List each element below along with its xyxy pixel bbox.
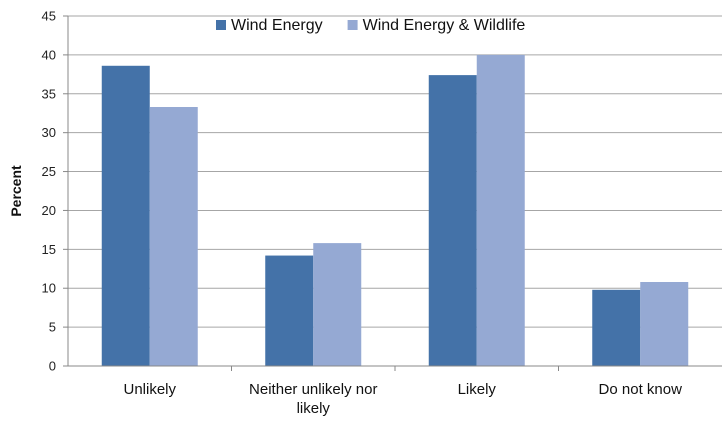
- y-tick-label: 0: [49, 359, 56, 374]
- x-category-label: likely: [297, 400, 331, 417]
- y-tick-label: 45: [42, 9, 56, 24]
- legend-label: Wind Energy & Wildlife: [363, 17, 526, 34]
- bar-wind-energy-0: [101, 65, 150, 367]
- y-tick-label: 30: [42, 125, 56, 140]
- y-tick-label: 10: [42, 281, 56, 296]
- legend-label: Wind Energy: [231, 17, 323, 34]
- y-tick-label: 25: [42, 164, 56, 179]
- bar-wind-energy-wildlife-1: [313, 243, 362, 366]
- y-tick-label: 35: [42, 86, 56, 101]
- bar-wind-energy-wildlife-2: [476, 54, 525, 367]
- legend-swatch: [216, 20, 226, 30]
- legend-swatch: [347, 20, 358, 30]
- x-category-label: Likely: [458, 381, 497, 398]
- y-tick-label: 5: [49, 320, 56, 335]
- x-category-label: Unlikely: [123, 381, 176, 398]
- axes: [67, 16, 722, 371]
- x-category-label: Do not know: [599, 381, 683, 398]
- bar-wind-energy-wildlife-3: [640, 282, 689, 366]
- y-tick-label: 15: [42, 242, 56, 257]
- y-axis-label: Percent: [8, 165, 24, 217]
- y-tick-label: 40: [42, 47, 56, 62]
- y-tick-label: 20: [42, 203, 56, 218]
- bars: [101, 54, 689, 367]
- bar-wind-energy-1: [265, 255, 314, 366]
- bar-wind-energy-wildlife-0: [149, 107, 198, 366]
- y-tick-labels: 0 5 10 15 20 25 30 35 40 45: [42, 9, 56, 374]
- x-category-labels: Unlikely Neither unlikely nor likely Likely…: [123, 381, 682, 417]
- bar-wind-energy-2: [428, 75, 477, 366]
- bar-wind-energy-3: [592, 289, 641, 366]
- legend: Wind Energy Wind Energy & Wildlife: [216, 17, 525, 34]
- x-category-label: Neither unlikely nor: [249, 381, 377, 398]
